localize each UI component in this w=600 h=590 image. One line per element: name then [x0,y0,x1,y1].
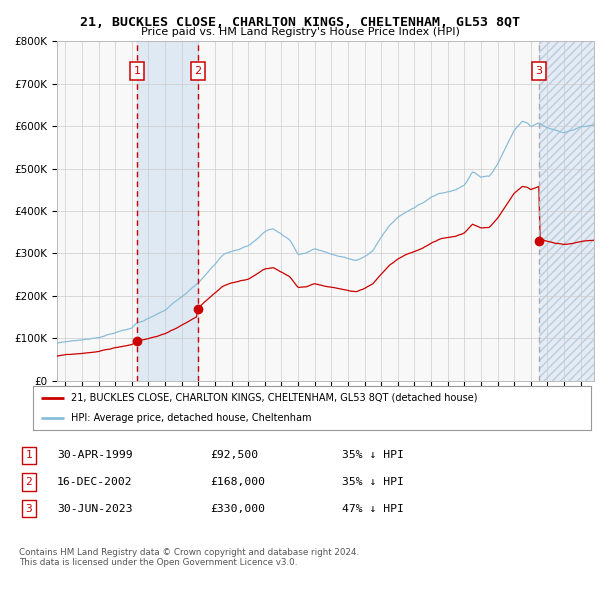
Bar [137,41,197,381]
Text: HPI: Average price, detached house, Cheltenham: HPI: Average price, detached house, Chel… [71,414,311,423]
Text: 47% ↓ HPI: 47% ↓ HPI [342,504,404,513]
Text: 35% ↓ HPI: 35% ↓ HPI [342,477,404,487]
Bar [539,41,594,381]
Text: 1: 1 [25,451,32,460]
Text: £330,000: £330,000 [210,504,265,513]
Text: Contains HM Land Registry data © Crown copyright and database right 2024.
This d: Contains HM Land Registry data © Crown c… [19,548,359,567]
Text: 21, BUCKLES CLOSE, CHARLTON KINGS, CHELTENHAM, GL53 8QT: 21, BUCKLES CLOSE, CHARLTON KINGS, CHELT… [80,16,520,29]
Text: £168,000: £168,000 [210,477,265,487]
Text: 16-DEC-2002: 16-DEC-2002 [57,477,133,487]
Text: 30-APR-1999: 30-APR-1999 [57,451,133,460]
Bar [539,41,594,381]
Text: 3: 3 [536,66,542,76]
Text: Price paid vs. HM Land Registry's House Price Index (HPI): Price paid vs. HM Land Registry's House … [140,27,460,37]
Text: 21, BUCKLES CLOSE, CHARLTON KINGS, CHELTENHAM, GL53 8QT (detached house): 21, BUCKLES CLOSE, CHARLTON KINGS, CHELT… [71,393,478,402]
Text: 35% ↓ HPI: 35% ↓ HPI [342,451,404,460]
Text: £92,500: £92,500 [210,451,258,460]
Text: 3: 3 [25,504,32,513]
Text: 1: 1 [134,66,141,76]
Text: 30-JUN-2023: 30-JUN-2023 [57,504,133,513]
Text: 2: 2 [25,477,32,487]
Text: 2: 2 [194,66,201,76]
